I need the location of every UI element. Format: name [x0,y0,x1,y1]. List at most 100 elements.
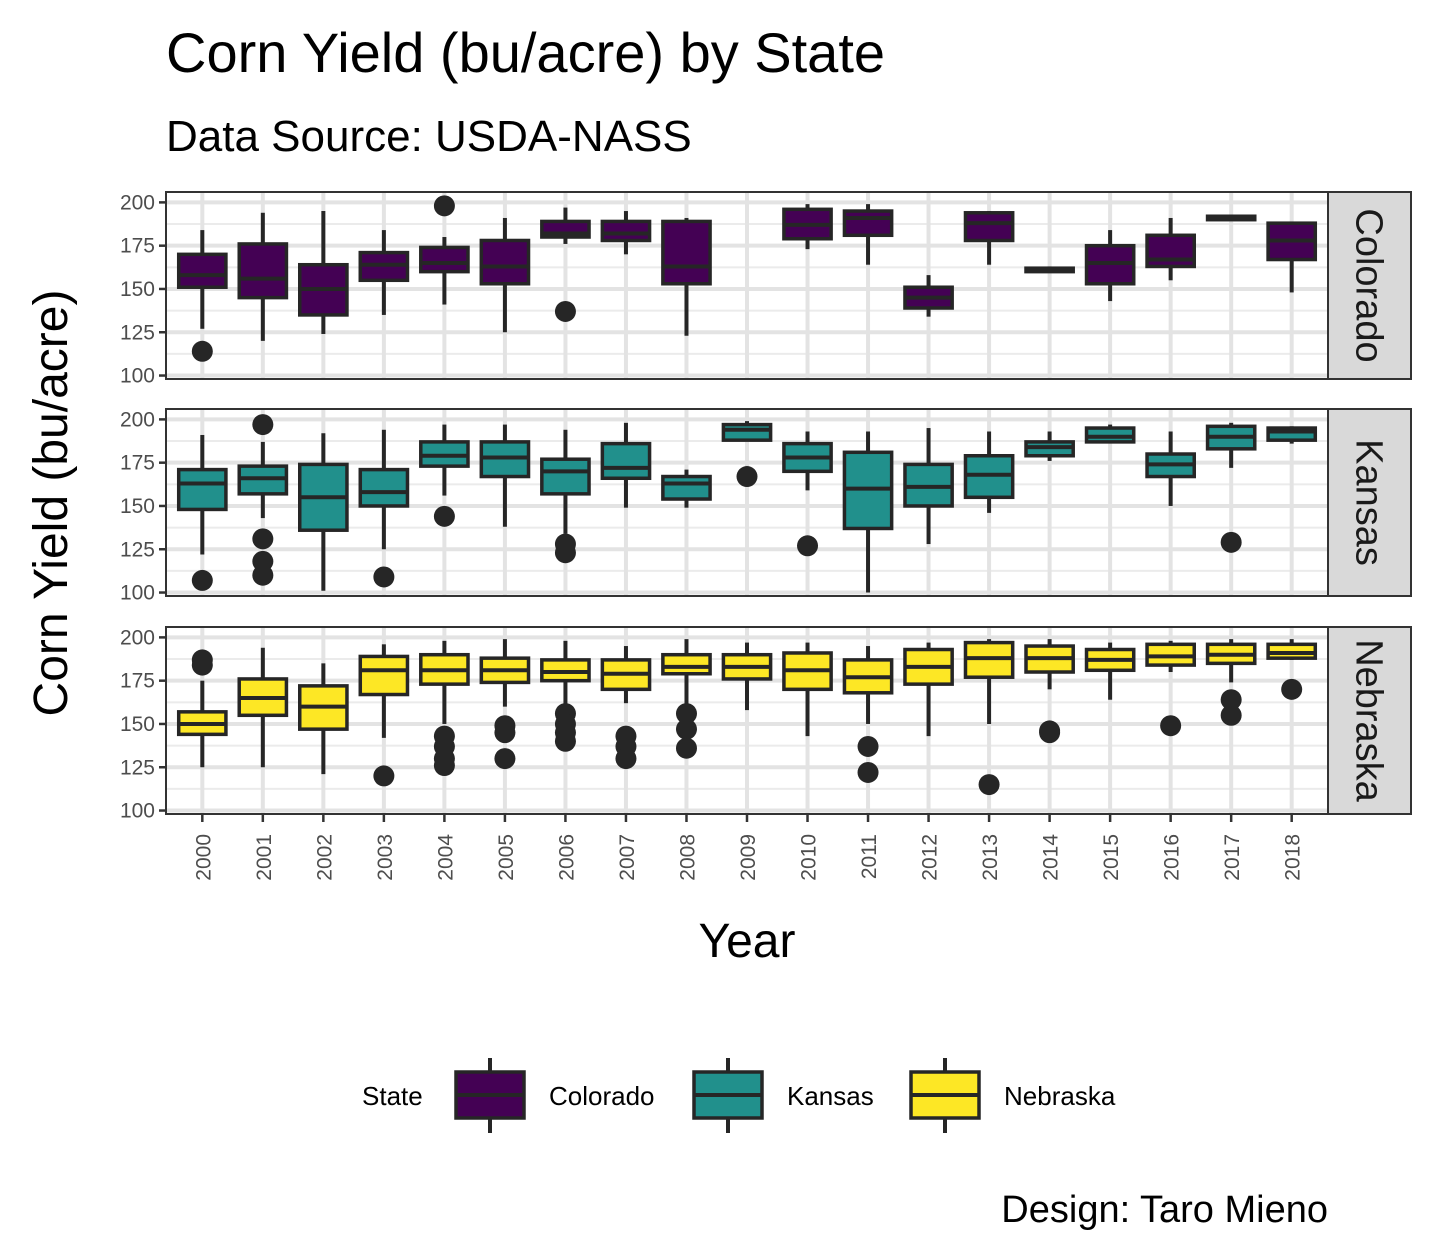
y-tick-label: 200 [120,191,155,214]
outlier-point [1220,689,1242,711]
outlier-point [191,654,213,676]
box-colorado-2012 [903,275,954,317]
x-tick-label: 2000 [192,834,215,881]
y-tick-label: 125 [120,321,155,344]
box-iqr [237,242,289,300]
box-kansas-2007 [600,422,652,508]
outlier-point [1160,715,1182,737]
box-kansas-2015 [1084,424,1136,444]
y-tick-label: 150 [120,278,155,301]
box-colorado-2011 [842,204,894,265]
legend-title: State [362,1081,423,1111]
x-tick-label: 2010 [798,834,821,881]
box-kansas-2002 [298,433,349,591]
legend-key-colorado [454,1058,526,1133]
box-colorado-2006 [540,207,591,322]
box-colorado-2018 [1266,221,1318,293]
box-nebraska-2004 [419,640,470,777]
panel-colorado: 100 125 150 175 200 Colorado [120,191,1412,388]
x-tick-label: 2014 [1040,834,1063,881]
box-iqr [176,467,228,512]
outlier-point [1039,722,1061,744]
legend-key-kansas [692,1058,764,1133]
box-nebraska-2013 [963,639,1015,796]
box-iqr [600,219,652,243]
outlier-point [675,703,697,725]
outlier-point [191,569,213,591]
strip-label: Colorado [1348,208,1390,362]
box-iqr [358,654,410,697]
box-kansas-2001 [237,414,289,586]
box-colorado-2005 [479,217,531,333]
outlier-point [252,564,274,586]
outlier-point [978,774,1000,796]
box-nebraska-2006 [540,640,591,752]
box-nebraska-2007 [600,646,652,770]
x-tick-label: 2008 [676,834,699,881]
box-kansas-2009 [721,421,773,488]
panel-nebraska: 100 125 150 175 200 Nebraska [120,626,1412,823]
box-iqr [661,652,712,676]
outlier-point [857,761,879,783]
box-nebraska-2010 [782,642,833,737]
y-tick-label: 175 [120,670,155,693]
y-tick-label: 150 [120,713,155,736]
box-kansas-2012 [903,428,954,545]
box-nebraska-2012 [903,642,954,737]
y-tick-label: 175 [120,235,155,258]
outlier-point [1220,531,1242,553]
box-iqr [661,219,712,286]
box-colorado-2013 [963,211,1015,265]
legend-key-nebraska [909,1058,981,1133]
outlier-point [1220,704,1242,726]
outlier-point [1281,678,1303,700]
outlier-point [554,300,576,322]
box-kansas-2005 [479,424,531,527]
box-iqr [842,209,894,238]
box-kansas-2010 [782,431,833,557]
box-colorado-2010 [782,204,833,250]
x-tick-label: 2007 [616,834,639,881]
legend-label: Kansas [787,1081,874,1111]
box-iqr [419,245,470,274]
outlier-point [433,755,455,777]
outlier-point [615,748,637,770]
chart-title: Corn Yield (bu/acre) by State [166,21,885,84]
box-iqr [540,457,591,496]
outlier-point [433,195,455,217]
x-tick-label: 2009 [737,834,760,881]
outlier-point [797,535,819,557]
outlier-point [494,722,516,744]
outlier-point [433,505,455,527]
box-iqr [1145,233,1196,269]
box-kansas-2013 [963,431,1015,513]
y-tick-label: 125 [120,756,155,779]
x-tick-label: 2012 [919,834,942,881]
y-tick-label: 100 [120,800,155,823]
x-tick-label: 2011 [858,834,881,879]
box-colorado-2017 [1205,214,1257,222]
x-tick-label: 2015 [1100,834,1123,881]
box-nebraska-2014 [1024,639,1075,744]
box-colorado-2001 [237,212,289,341]
box-nebraska-2017 [1205,639,1257,726]
box-kansas-2017 [1205,422,1257,553]
facet-panels: 100 125 150 175 200 Colorado 100 125 150 175 200 Ka… [120,191,1412,823]
outlier-point [554,542,576,564]
legend-label: Colorado [549,1081,655,1111]
y-axis-title: Corn Yield (bu/acre) [25,290,78,717]
box-nebraska-2008 [661,639,712,759]
box-colorado-2008 [661,217,712,336]
y-tick-label: 100 [120,365,155,388]
box-kansas-2008 [661,469,712,508]
chart-subtitle: Data Source: USDA-NASS [166,112,692,161]
outlier-point [252,528,274,550]
legend-label: Nebraska [1004,1081,1116,1111]
y-tick-label: 200 [120,626,155,649]
box-kansas-2004 [419,424,470,527]
box-kansas-2011 [842,431,894,593]
box-colorado-2002 [298,211,349,334]
outlier-point [252,414,274,436]
box-kansas-2018 [1266,426,1318,444]
box-nebraska-2009 [721,642,773,711]
